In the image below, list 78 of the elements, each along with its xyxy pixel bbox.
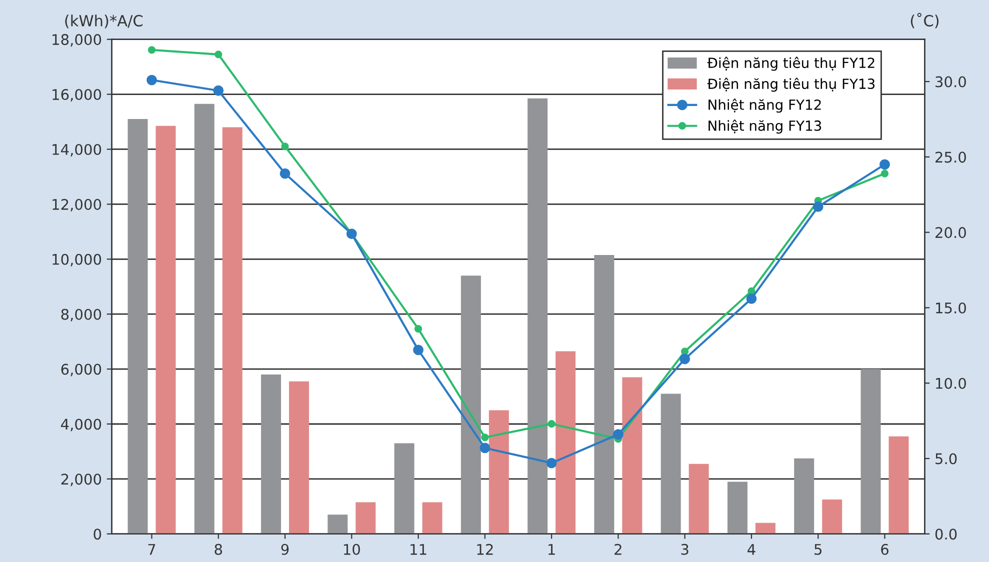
x-tick-label: 9 — [281, 544, 289, 555]
bar — [394, 443, 414, 534]
y2-tick-label: 0.0 — [935, 528, 957, 540]
bar — [460, 276, 481, 534]
point — [746, 293, 757, 304]
y-tick-label: 10,000 — [52, 254, 102, 266]
y-tick-label: 18,000 — [52, 34, 102, 47]
point — [612, 429, 624, 440]
legend-label: Điện năng tiêu thụ FY12 — [707, 56, 874, 71]
point — [280, 168, 290, 179]
bar — [888, 436, 909, 534]
x-tick-label: 11 — [410, 544, 426, 555]
x-tick-label: 8 — [214, 544, 222, 555]
bar — [222, 127, 242, 534]
point — [680, 354, 690, 364]
y2-tick-label: 25.0 — [936, 152, 966, 163]
point — [880, 170, 889, 178]
legend-label: Điện năng tiêu thụ FY13 — [707, 78, 875, 92]
point — [480, 442, 490, 454]
x-tick-label: 4 — [748, 544, 756, 555]
point — [681, 348, 689, 356]
bar — [660, 394, 681, 534]
bar — [860, 369, 881, 534]
legend-label: Nhiệt năng FY13 — [708, 120, 822, 134]
y-tick-label: 6,000 — [61, 364, 102, 376]
y-tick-label: 8,000 — [61, 308, 102, 322]
y-axis-title: (kWh)*A/C — [65, 14, 143, 28]
y-tick-label: 14,000 — [52, 144, 102, 156]
y-tick-label: 0 — [94, 528, 102, 540]
bar — [128, 119, 148, 534]
point — [546, 458, 557, 468]
bar — [328, 514, 348, 534]
x-tick-label: 2 — [614, 544, 622, 555]
y2-tick-label: 15.0 — [936, 302, 966, 314]
bar — [727, 482, 748, 534]
point — [481, 434, 489, 442]
point — [148, 46, 156, 54]
point — [880, 159, 890, 170]
x-tick-label: 7 — [148, 544, 156, 555]
legend-label: Nhiệt năng FY12 — [708, 98, 821, 113]
bar — [261, 374, 282, 534]
y-tick-label: 4,000 — [61, 418, 102, 432]
bar — [289, 381, 309, 534]
point — [214, 50, 222, 58]
bar — [422, 502, 442, 534]
x-tick-label: 1 — [548, 544, 555, 555]
x-tick-label: 10 — [344, 544, 360, 555]
y-tick-label: 2,000 — [61, 474, 102, 486]
bar — [488, 410, 509, 534]
point — [281, 142, 289, 150]
point — [146, 74, 157, 86]
bar — [194, 104, 214, 534]
x-tick-label: 3 — [681, 544, 688, 555]
point — [414, 325, 422, 333]
x-tick-label: 6 — [881, 544, 888, 555]
y-tick-label: 16,000 — [52, 89, 102, 102]
bar — [356, 502, 376, 534]
bar — [528, 98, 548, 534]
point — [413, 344, 424, 356]
point — [812, 202, 824, 212]
x-tick-label: 12 — [477, 544, 493, 555]
y-tick-label: 12,000 — [52, 198, 102, 212]
point — [548, 420, 556, 428]
y2-tick-label: 5.0 — [936, 453, 957, 464]
bar — [688, 464, 709, 534]
bar — [622, 377, 642, 534]
y2-tick-label: 30.0 — [936, 76, 966, 88]
y2-axis-title: (˚C) — [910, 12, 939, 28]
bar — [556, 351, 576, 534]
bar — [156, 126, 176, 534]
bar — [794, 458, 814, 534]
bar — [755, 522, 776, 534]
bar — [822, 500, 842, 534]
point — [213, 85, 224, 96]
x-tick-label: 5 — [814, 544, 822, 555]
y2-tick-label: 10.0 — [936, 378, 966, 389]
y2-tick-label: 20.0 — [936, 227, 966, 238]
bar — [594, 255, 614, 534]
